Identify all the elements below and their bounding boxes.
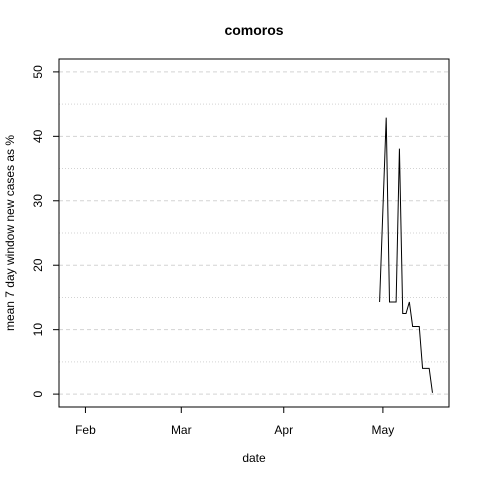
x-axis: Feb Mar Apr May: [75, 407, 394, 437]
y-tick-label: 30: [31, 194, 45, 208]
series-layer: [379, 117, 433, 393]
y-tick-label: 40: [31, 129, 45, 143]
chart-title: comoros: [224, 22, 283, 38]
y-axis-label: mean 7 day window new cases as %: [3, 135, 17, 331]
grid-layer: [59, 71, 449, 395]
x-tick-label: May: [372, 423, 395, 437]
y-tick-label: 20: [31, 258, 45, 272]
x-tick-label: Feb: [75, 423, 96, 437]
x-tick-label: Apr: [274, 423, 293, 437]
y-tick-label: 0: [31, 390, 45, 397]
y-axis: 0 10 20 30 40 50: [31, 65, 59, 397]
y-tick-label: 10: [31, 323, 45, 337]
y-tick-label: 50: [31, 65, 45, 79]
plot-frame: [58, 58, 450, 408]
x-tick-label: Mar: [171, 423, 192, 437]
series-line: [379, 117, 433, 393]
x-axis-label: date: [242, 451, 266, 465]
